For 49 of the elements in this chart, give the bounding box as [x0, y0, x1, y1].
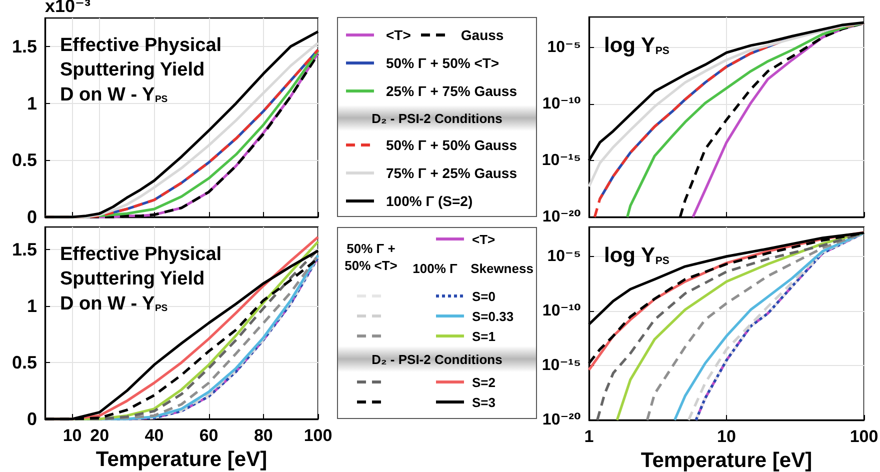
- text: D₂ - PSI-2 Conditions: [338, 346, 536, 372]
- text: log YPS: [604, 34, 670, 58]
- legend-label: S=1: [471, 328, 496, 346]
- legend-label: S=2: [471, 374, 496, 392]
- x-axis-title: Temperature [eV]: [640, 449, 812, 472]
- legend-label: 100% Γ (S=2): [386, 193, 473, 209]
- y-tick-label: 1.5: [12, 240, 37, 260]
- y-tick-label: 1.5: [12, 36, 37, 56]
- y-tick-label: 1: [26, 93, 37, 114]
- y-tick-label: 1: [26, 296, 37, 316]
- y-tick-label: 0.5: [12, 150, 37, 170]
- legend-label: <T>: [386, 27, 411, 43]
- x-tick-label: 1: [584, 427, 594, 446]
- text: 100% Γ: [412, 260, 458, 278]
- x-tick-label: 80: [254, 426, 273, 445]
- legend-label: 25% Γ + 75% Gauss: [386, 83, 517, 99]
- legend-label: S=3: [471, 394, 496, 412]
- x-tick-label: 100: [304, 426, 332, 445]
- legend-label: S=0: [471, 288, 496, 306]
- text: Effective Physical Sputtering Yield D on W - YPS: [60, 34, 222, 106]
- x-tick-label: 60: [199, 426, 218, 445]
- legend-label: 75% Γ + 25% Gauss: [386, 165, 517, 181]
- legend-label: Gauss: [460, 27, 504, 43]
- y-tick-label: 10⁻⁵: [547, 248, 581, 265]
- y-tick-label: 10⁻¹⁰: [542, 302, 581, 320]
- y-tick-label: 10⁻²⁰: [542, 208, 581, 226]
- legend-label: 50% Γ + 50% Gauss: [386, 137, 517, 153]
- x-tick-label: 20: [90, 426, 110, 445]
- text: D₂ - PSI-2 Conditions: [338, 105, 536, 131]
- y-tick-label: 10⁻⁵: [547, 39, 581, 56]
- text: Skewness: [470, 260, 534, 278]
- text: log YPS: [604, 244, 670, 268]
- y-tick-label: 10⁻²⁰: [542, 412, 581, 428]
- x-axis-title: Temperature [eV]: [96, 448, 268, 471]
- legend-label: <T>: [471, 230, 496, 248]
- y-tick-label: 10⁻¹⁵: [542, 152, 581, 169]
- y-tick-label: 0: [26, 409, 37, 429]
- y-tick-label: 0.5: [12, 352, 37, 373]
- x-tick-label: 10: [62, 426, 82, 445]
- y-tick-label: 10⁻¹⁰: [542, 96, 581, 112]
- x-tick-label: 40: [144, 426, 164, 445]
- legend-label: 50% Γ + 50% <T>: [386, 55, 500, 71]
- y-tick-label: 0: [26, 207, 37, 227]
- legend-label: S=0.33: [471, 308, 515, 326]
- text: Effective Physical Sputtering Yield D on W - YPS: [60, 244, 222, 314]
- x-tick-label: 10: [717, 427, 736, 446]
- y-tick-label: 10⁻¹⁵: [542, 356, 581, 374]
- x-tick-label: 100: [850, 427, 878, 446]
- text: 50% Γ + 50% <T>: [344, 240, 398, 275]
